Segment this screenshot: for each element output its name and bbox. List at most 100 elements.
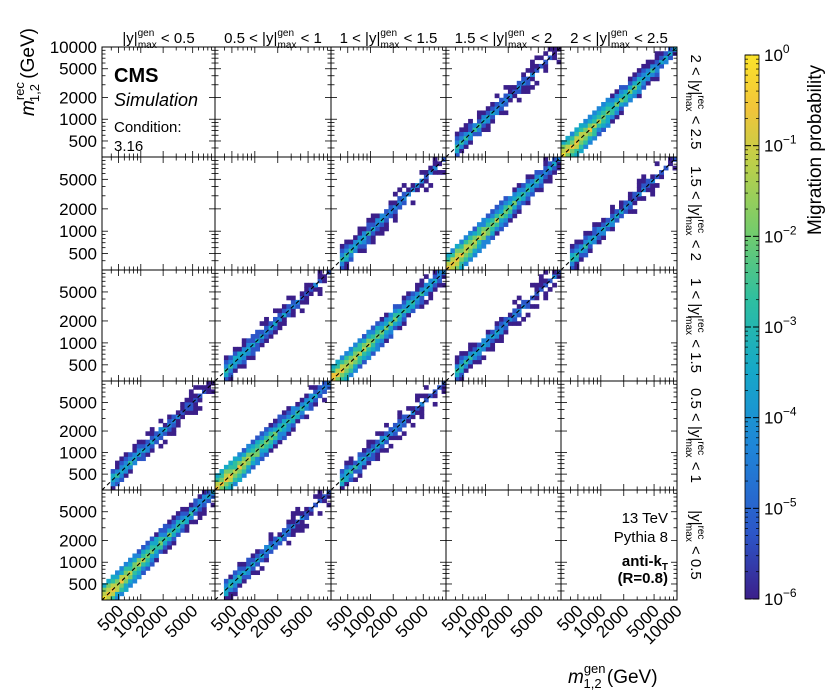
heatmap-cell — [326, 502, 332, 508]
heatmap-cell — [237, 561, 243, 567]
heatmap-cell — [317, 287, 323, 292]
heatmap-cell — [286, 523, 292, 529]
heatmap-cell — [255, 329, 261, 335]
heatmap-cell — [331, 363, 336, 369]
heatmap-cell — [463, 252, 469, 258]
heatmap-cell — [610, 222, 615, 227]
heatmap-cell — [281, 427, 287, 432]
heatmap-cell — [401, 422, 407, 428]
heatmap-cell — [516, 204, 522, 210]
heatmap-cell — [503, 196, 509, 201]
heatmap-cell — [237, 456, 243, 462]
heatmap-cell — [472, 346, 478, 352]
heatmap-cell — [490, 235, 496, 240]
heatmap-cell — [370, 439, 376, 445]
heatmap-cell — [641, 174, 647, 180]
panel-3-0-cells — [101, 380, 216, 491]
heatmap-cell — [379, 338, 385, 343]
heatmap-cell — [534, 287, 540, 292]
heatmap-cell — [601, 222, 607, 227]
heatmap-cell — [561, 144, 566, 149]
heatmap-cell — [441, 157, 447, 162]
cms-label: CMS — [114, 65, 158, 87]
heatmap-cell — [317, 490, 323, 495]
heatmap-cell — [348, 252, 354, 258]
heatmap-cell — [476, 131, 482, 137]
heatmap-cell — [441, 170, 447, 175]
heatmap-cell — [627, 200, 633, 206]
heatmap-cell — [507, 97, 513, 103]
heatmap-cell — [525, 68, 531, 73]
heatmap-cell — [450, 256, 456, 262]
heatmap-cell — [339, 355, 345, 361]
heatmap-cell — [366, 338, 372, 343]
panel-ticks — [214, 46, 332, 158]
heatmap-cell — [264, 316, 269, 322]
heatmap-cell — [246, 338, 252, 343]
heatmap-cell — [132, 574, 138, 580]
heatmap-cell — [110, 595, 116, 601]
heatmap-cell — [481, 355, 487, 361]
heatmap-cell — [175, 532, 181, 537]
heatmap-cell — [317, 511, 323, 516]
heatmap-cell — [128, 557, 133, 563]
heatmap-cell — [149, 545, 155, 550]
heatmap-cell — [366, 448, 372, 453]
heatmap-cell — [281, 418, 287, 424]
heatmap-cell — [450, 265, 456, 271]
heatmap-cell — [454, 372, 460, 378]
heatmap-cell — [228, 578, 234, 584]
heatmap-cell — [441, 274, 447, 279]
heatmap-cell — [512, 316, 518, 322]
heatmap-cell — [353, 368, 358, 373]
heatmap-cell — [587, 230, 593, 236]
heatmap-cell — [136, 566, 142, 571]
heatmap-cell — [110, 591, 116, 597]
heatmap-cell — [180, 406, 185, 411]
heatmap-cell — [494, 226, 500, 232]
heatmap-cell — [388, 427, 394, 432]
heatmap-cell — [463, 135, 469, 141]
heatmap-cell — [632, 80, 638, 86]
heatmap-cell — [636, 187, 642, 193]
heatmap-cell — [406, 291, 412, 297]
heatmap-cell — [476, 351, 482, 356]
heatmap-cell — [596, 222, 602, 227]
heatmap-cell — [259, 448, 265, 453]
heatmap-cell — [481, 235, 487, 240]
heatmap-cell — [596, 123, 602, 128]
heatmap-cell — [154, 557, 159, 563]
heatmap-cell — [485, 110, 491, 116]
heatmap-cell — [499, 321, 504, 326]
heatmap-cell — [494, 110, 500, 116]
heatmap-cell — [154, 536, 159, 542]
panel-ticks — [445, 269, 562, 382]
heatmap-cell — [454, 376, 460, 382]
heatmap-cell — [641, 85, 647, 90]
heatmap-cell — [432, 401, 438, 407]
heatmap-cell — [167, 519, 172, 525]
heatmap-cell — [556, 59, 562, 65]
heatmap-cell — [228, 481, 234, 487]
heatmap-cell — [136, 557, 142, 563]
heatmap-cell — [115, 595, 120, 601]
heatmap-cell — [348, 363, 354, 369]
heatmap-cell — [392, 213, 398, 219]
heatmap-cell — [268, 427, 274, 432]
heatmap-cell — [344, 243, 350, 249]
heatmap-cell — [632, 72, 638, 78]
panel-0-4-cells — [560, 46, 678, 158]
heatmap-cell — [459, 355, 465, 361]
heatmap-cell — [397, 308, 403, 314]
heatmap-cell — [384, 222, 389, 227]
heatmap-cell — [273, 431, 278, 436]
heatmap-cell — [299, 401, 305, 407]
heatmap-cell — [366, 346, 372, 352]
heatmap-cell — [128, 464, 133, 470]
heatmap-cell — [569, 252, 575, 258]
heatmap-cell — [614, 114, 620, 120]
heatmap-cell — [468, 351, 473, 356]
heatmap-cell — [264, 334, 269, 339]
heatmap-cell — [485, 342, 491, 348]
heatmap-cell — [250, 338, 256, 343]
